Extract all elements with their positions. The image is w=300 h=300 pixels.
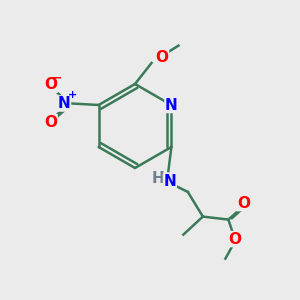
Text: O: O — [237, 196, 250, 211]
Text: H: H — [152, 171, 164, 186]
Text: O: O — [155, 50, 169, 65]
Text: +: + — [68, 90, 77, 100]
Text: −: − — [52, 72, 62, 85]
Text: O: O — [44, 77, 57, 92]
Text: O: O — [44, 115, 57, 130]
Text: O: O — [228, 232, 241, 247]
Text: N: N — [165, 98, 178, 112]
Text: N: N — [58, 96, 70, 111]
Text: N: N — [164, 174, 176, 189]
